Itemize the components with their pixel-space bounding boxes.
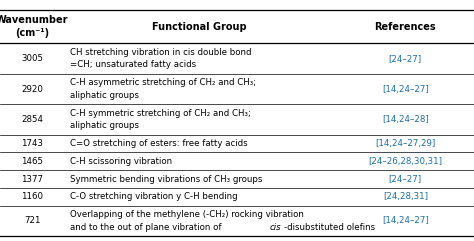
Text: 1160: 1160 — [21, 192, 43, 201]
Text: Overlapping of the methylene (-CH₂) rocking vibration: Overlapping of the methylene (-CH₂) rock… — [70, 210, 304, 219]
Text: 2854: 2854 — [21, 115, 43, 124]
Text: C-O stretching vibration y C-H bending: C-O stretching vibration y C-H bending — [70, 192, 238, 201]
Text: -disubstituted olefins: -disubstituted olefins — [284, 222, 375, 232]
Text: 1465: 1465 — [21, 157, 43, 166]
Text: References: References — [374, 21, 436, 32]
Text: [14,24–27]: [14,24–27] — [382, 216, 428, 226]
Text: aliphatic groups: aliphatic groups — [70, 91, 139, 100]
Text: 2920: 2920 — [21, 85, 43, 94]
Text: 3005: 3005 — [21, 54, 43, 63]
Text: =CH; unsaturated fatty acids: =CH; unsaturated fatty acids — [70, 60, 196, 69]
Text: CH stretching vibration in cis double bond: CH stretching vibration in cis double bo… — [70, 48, 252, 57]
Text: C=O stretching of esters: free fatty acids: C=O stretching of esters: free fatty aci… — [70, 139, 248, 148]
Text: C-H scissoring vibration: C-H scissoring vibration — [70, 157, 172, 166]
Text: and to the out of plane vibration of: and to the out of plane vibration of — [70, 222, 224, 232]
Text: Wavenumber
(cm⁻¹): Wavenumber (cm⁻¹) — [0, 15, 68, 38]
Text: [24–26,28,30,31]: [24–26,28,30,31] — [368, 157, 442, 166]
Text: cis: cis — [269, 222, 281, 232]
Text: Symmetric bending vibrations of CH₃ groups: Symmetric bending vibrations of CH₃ grou… — [70, 174, 263, 184]
Text: 1377: 1377 — [21, 174, 43, 184]
Text: [14,24–28]: [14,24–28] — [382, 115, 428, 124]
Text: C-H asymmetric stretching of CH₂ and CH₃;: C-H asymmetric stretching of CH₂ and CH₃… — [70, 78, 256, 87]
Text: C-H symmetric stretching of CH₂ and CH₃;: C-H symmetric stretching of CH₂ and CH₃; — [70, 109, 251, 118]
Text: aliphatic groups: aliphatic groups — [70, 121, 139, 130]
Text: [24–27]: [24–27] — [389, 174, 422, 184]
Text: [24,28,31]: [24,28,31] — [383, 192, 428, 201]
Text: 1743: 1743 — [21, 139, 43, 148]
Text: Functional Group: Functional Group — [152, 21, 246, 32]
Text: 721: 721 — [24, 216, 40, 226]
Text: [24–27]: [24–27] — [389, 54, 422, 63]
Text: [14,24–27]: [14,24–27] — [382, 85, 428, 94]
Text: [14,24–27,29]: [14,24–27,29] — [375, 139, 436, 148]
